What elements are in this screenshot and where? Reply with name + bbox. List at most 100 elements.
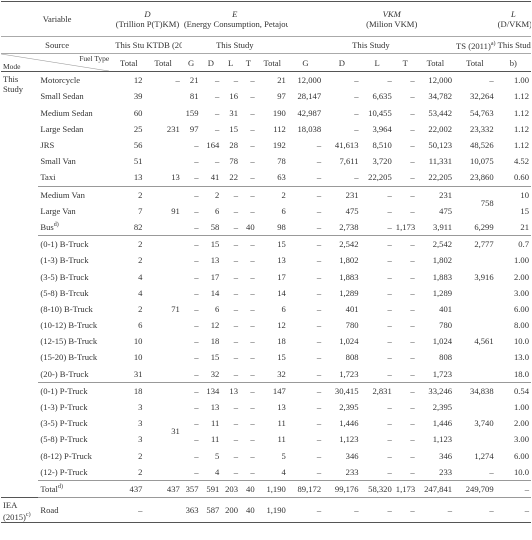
value-cell: – xyxy=(354,123,359,134)
value-cell: – xyxy=(194,402,199,413)
value-cell: – xyxy=(250,303,255,314)
value-cell: 159 xyxy=(185,107,199,118)
value-cell: 41 xyxy=(210,172,220,183)
value-cell: 0.54 xyxy=(495,381,531,399)
value-cell: – xyxy=(410,320,415,331)
value-cell: 2 xyxy=(113,235,145,253)
value-cell: 1,274 xyxy=(474,450,494,461)
value-cell: – xyxy=(194,450,199,461)
table-row: (20-) B-Truck 31–32– –32–1,723– –1,723 18.0 xyxy=(1,366,531,383)
value-cell: 200 xyxy=(221,497,240,523)
value-cell: 437 xyxy=(144,479,182,498)
text: 31 xyxy=(171,426,180,437)
value-cell: – xyxy=(215,107,220,118)
value-cell: 1,723 xyxy=(339,368,359,379)
value-cell: 18 xyxy=(113,381,145,399)
note: a) xyxy=(490,41,496,48)
value-cell: 25 xyxy=(133,123,143,134)
value-cell: – xyxy=(387,336,392,347)
group-header: E (Energy Consumption, Petajoule) xyxy=(181,1,288,37)
value-cell: – xyxy=(387,205,392,216)
value-cell: – xyxy=(316,320,322,331)
value-cell: – xyxy=(250,336,255,347)
value-cell: – xyxy=(410,418,415,429)
table-row: (5-8) B-Trcuk 4–14– –14–1,289– –1,289 3.00 xyxy=(1,285,531,301)
unit: (Trillion P(T)KM) xyxy=(115,19,180,29)
value-cell: 8,510 xyxy=(372,140,392,151)
row-label: (15-20) B-Truck xyxy=(40,352,98,363)
table-row: (3-5) B-Truck 4–17– –17–1,883– –1,883 2.00 xyxy=(1,268,531,284)
value-cell: – xyxy=(233,255,238,266)
value-cell: 1,190 xyxy=(256,479,288,498)
value-cell: 6,299 xyxy=(474,221,494,232)
value-cell: 357 xyxy=(181,479,201,498)
value-cell: 21 xyxy=(189,75,199,86)
value-cell: 6.00 xyxy=(513,303,529,314)
value-cell: 16 xyxy=(229,91,238,102)
row-label: Large Sedan xyxy=(40,123,84,134)
value-cell: 5 xyxy=(215,450,220,461)
table-row: Medium Sedan 60 159–31–190 42,987–10,455–53… xyxy=(1,105,531,121)
value-cell: – xyxy=(250,205,255,216)
group-header: L (D/VKM) xyxy=(495,1,531,37)
value-cell: 231 xyxy=(144,88,181,169)
value-cell: – xyxy=(181,185,201,203)
value-cell: 10,075 xyxy=(470,156,494,167)
value-cell: 34,838 xyxy=(454,381,496,399)
value-cell: 1,802 xyxy=(339,255,359,266)
column-header: Total xyxy=(256,53,288,73)
value-cell: 81 xyxy=(189,91,199,102)
value-cell: 3 xyxy=(138,434,143,445)
value-cell: 7,611 xyxy=(339,156,359,167)
text: 91 xyxy=(171,205,180,216)
value-cell: – xyxy=(495,497,531,523)
value-cell: – xyxy=(316,156,322,167)
value-cell: – xyxy=(416,497,455,523)
value-cell: – xyxy=(393,235,417,253)
text: This Study xyxy=(352,40,390,51)
value-cell: 1,446 xyxy=(432,418,453,429)
value-cell: – xyxy=(354,91,359,102)
value-cell: – xyxy=(250,172,255,183)
value-cell: – xyxy=(194,336,199,347)
value-cell: – xyxy=(360,235,394,253)
value-cell: – xyxy=(316,466,322,477)
row-label: Small Van xyxy=(40,156,76,167)
table-row: Large Sedan 25 97–15–112 18,038–3,964–22,00… xyxy=(1,121,531,137)
table-row: (10-12) B-Truck 6–12– –12–780– –780 8.00 xyxy=(1,317,531,333)
value-cell: – xyxy=(387,320,392,331)
value-cell: – xyxy=(316,271,322,282)
value-cell: – xyxy=(410,255,415,266)
source-header: Source xyxy=(1,35,114,55)
value-cell: 249,709 xyxy=(454,479,496,498)
value-cell: – xyxy=(287,235,324,253)
unit: (Milion VKM) xyxy=(366,19,418,29)
value-cell: – xyxy=(410,156,415,167)
value-cell: 1.12 xyxy=(513,107,529,118)
value-cell: 5 xyxy=(281,450,286,461)
value-cell: – xyxy=(316,402,322,413)
note: d) xyxy=(57,484,63,491)
value-cell: 33,246 xyxy=(416,381,455,399)
value-cell: – xyxy=(387,368,392,379)
value-cell: – xyxy=(194,434,199,445)
value-cell: – xyxy=(221,185,240,203)
row-label: (8-12) P-Truck xyxy=(40,450,92,461)
value-cell: – xyxy=(250,107,255,118)
value-cell: 22,002 xyxy=(428,123,453,134)
value-cell: – xyxy=(250,156,255,167)
value-cell: – xyxy=(393,185,417,203)
value-cell: 1,173 xyxy=(395,221,416,232)
value-cell: 89,172 xyxy=(287,479,324,498)
value-cell: 2,395 xyxy=(432,402,453,413)
value-cell: – xyxy=(316,140,322,151)
value-cell: 32,264 xyxy=(470,91,494,102)
value-cell: 60 xyxy=(133,107,143,118)
data-table: Variable D (Trillion P(T)KM) E (Energy Con… xyxy=(1,1,531,523)
value-cell: – xyxy=(316,255,322,266)
value-cell: 780 xyxy=(345,320,359,331)
value-cell: – xyxy=(194,255,199,266)
value-cell: 41,613 xyxy=(334,140,359,151)
table-row: Small Van 51– –78–78–7,611 3,720–11,331 10,0… xyxy=(1,153,531,169)
value-cell: – xyxy=(194,156,199,167)
